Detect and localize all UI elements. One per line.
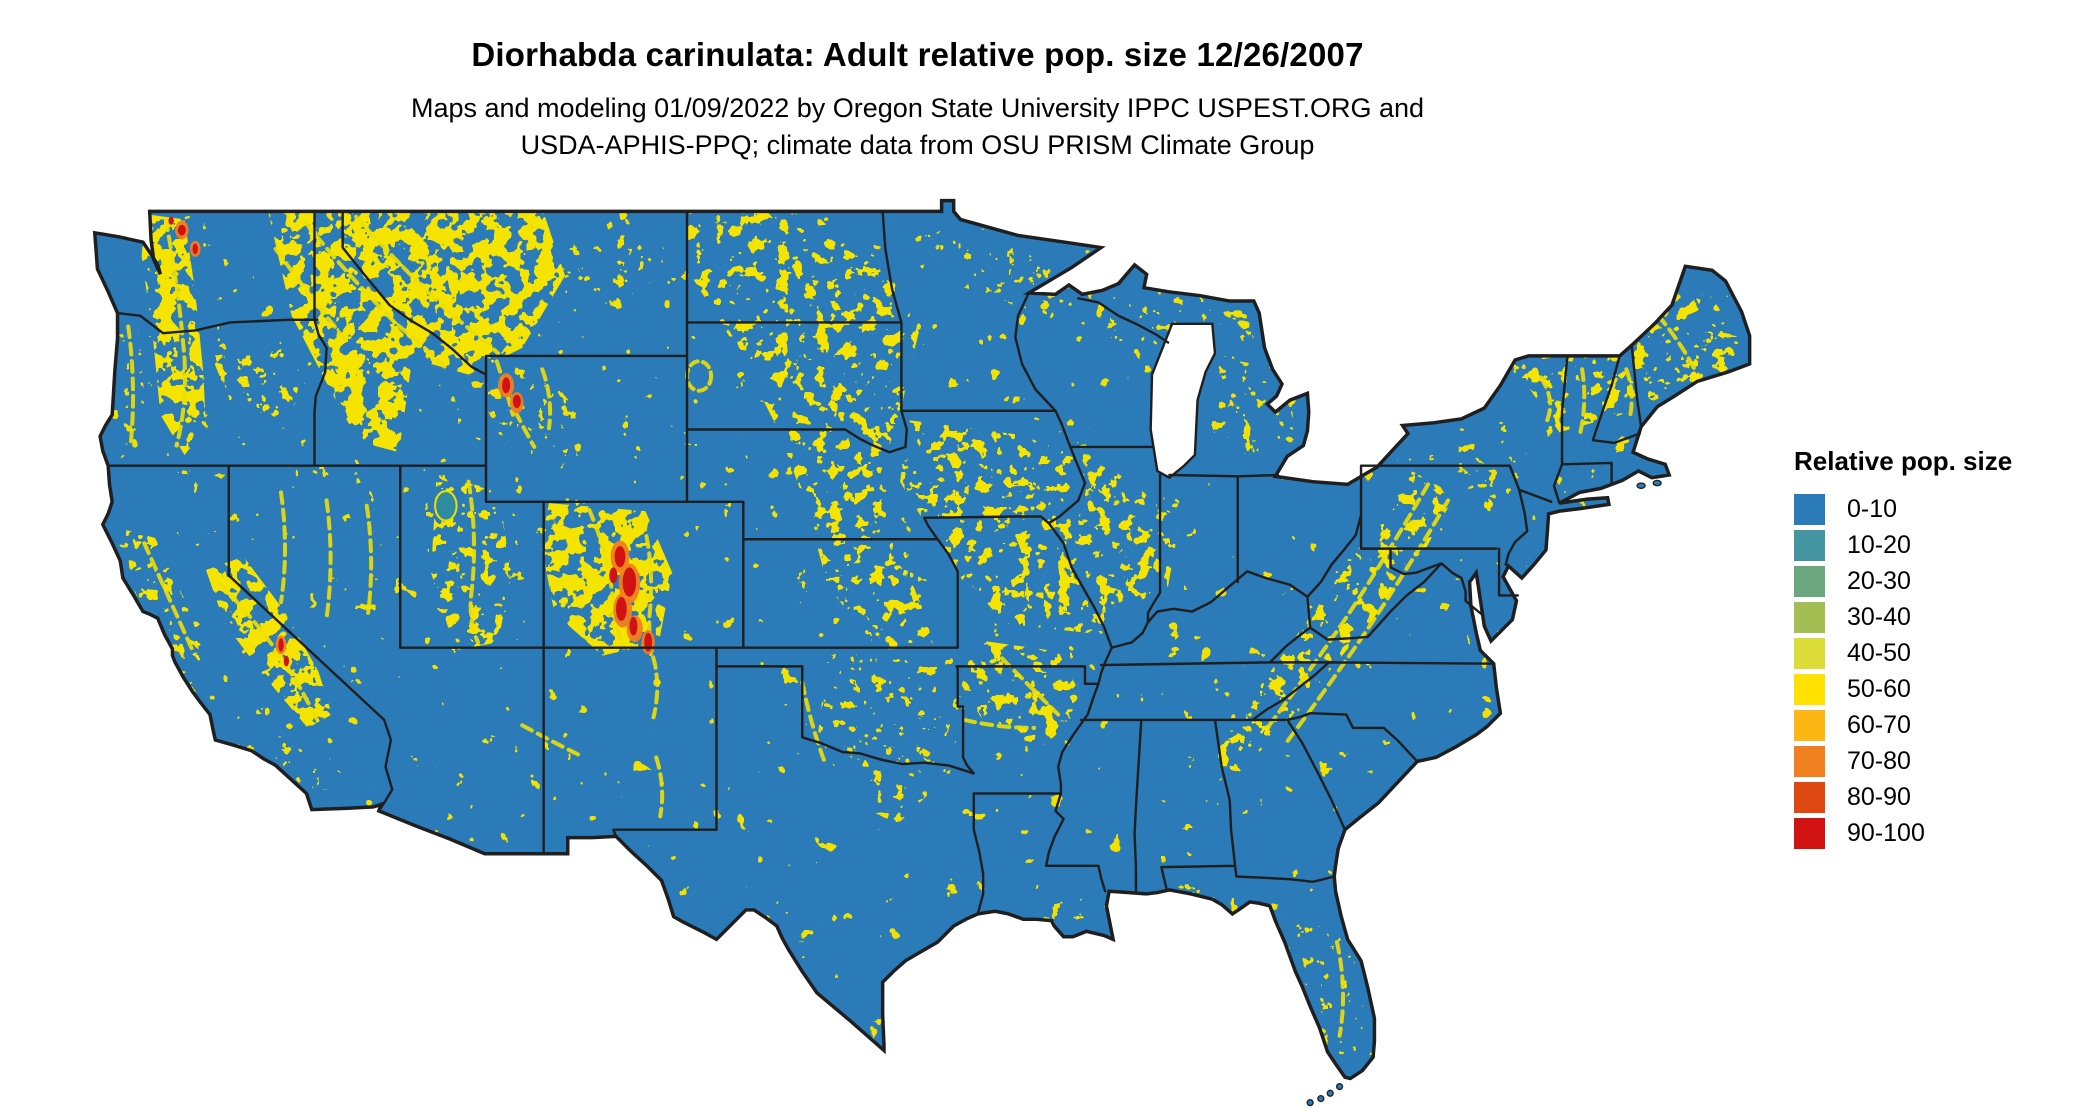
- state-borders: [106, 210, 1643, 916]
- us-map: [80, 198, 1755, 1108]
- florida-keys: [1306, 479, 1662, 1107]
- legend-item: 10-20: [1794, 527, 2012, 563]
- us-map-svg: [92, 198, 1752, 1107]
- chart-header: Diorhabda carinulata: Adult relative pop…: [0, 0, 1835, 164]
- legend-swatch: [1794, 745, 1825, 777]
- legend-label: 60-70: [1847, 710, 1911, 739]
- legend-swatch: [1794, 601, 1825, 633]
- legend-label: 80-90: [1847, 782, 1911, 811]
- legend-label: 20-30: [1847, 566, 1911, 595]
- legend-swatch: [1794, 781, 1825, 813]
- legend-swatch: [1794, 673, 1825, 705]
- chart-subtitle: Maps and modeling 01/09/2022 by Oregon S…: [0, 90, 1835, 164]
- legend-label: 0-10: [1847, 494, 1898, 523]
- legend-label: 50-60: [1847, 674, 1911, 703]
- legend-label: 40-50: [1847, 638, 1911, 667]
- chart-title: Diorhabda carinulata: Adult relative pop…: [471, 36, 1364, 73]
- legend-item: 90-100: [1794, 815, 2012, 851]
- legend-item: 20-30: [1794, 563, 2012, 599]
- legend-swatch: [1794, 709, 1825, 741]
- legend-label: 70-80: [1847, 746, 1911, 775]
- legend-label: 90-100: [1847, 818, 1925, 847]
- legend-swatch: [1794, 565, 1825, 597]
- hotspot-cores: [168, 216, 653, 667]
- legend-swatch: [1794, 637, 1825, 669]
- chart-subtitle-line1: Maps and modeling 01/09/2022 by Oregon S…: [410, 93, 1425, 123]
- legend: Relative pop. size 0-10 10-20 20-30 30-4…: [1794, 446, 2012, 851]
- legend-label: 30-40: [1847, 602, 1911, 631]
- legend-item: 80-90: [1794, 779, 2012, 815]
- chart-subtitle-line2: USDA-APHIS-PPQ; climate data from OSU PR…: [520, 130, 1315, 160]
- population-speckle-layer: [94, 200, 1750, 1079]
- legend-item: 50-60: [1794, 671, 2012, 707]
- legend-item: 40-50: [1794, 635, 2012, 671]
- lake-michigan: [1149, 322, 1217, 480]
- legend-item: 60-70: [1794, 707, 2012, 743]
- legend-swatch: [1794, 493, 1825, 525]
- great-salt-lake: [434, 490, 458, 522]
- legend-swatch: [1794, 817, 1825, 849]
- legend-swatch: [1794, 529, 1825, 561]
- legend-item: 30-40: [1794, 599, 2012, 635]
- legend-item: 0-10: [1794, 491, 2012, 527]
- legend-title: Relative pop. size: [1794, 446, 2013, 476]
- legend-label: 10-20: [1847, 530, 1911, 559]
- legend-item: 70-80: [1794, 743, 2012, 779]
